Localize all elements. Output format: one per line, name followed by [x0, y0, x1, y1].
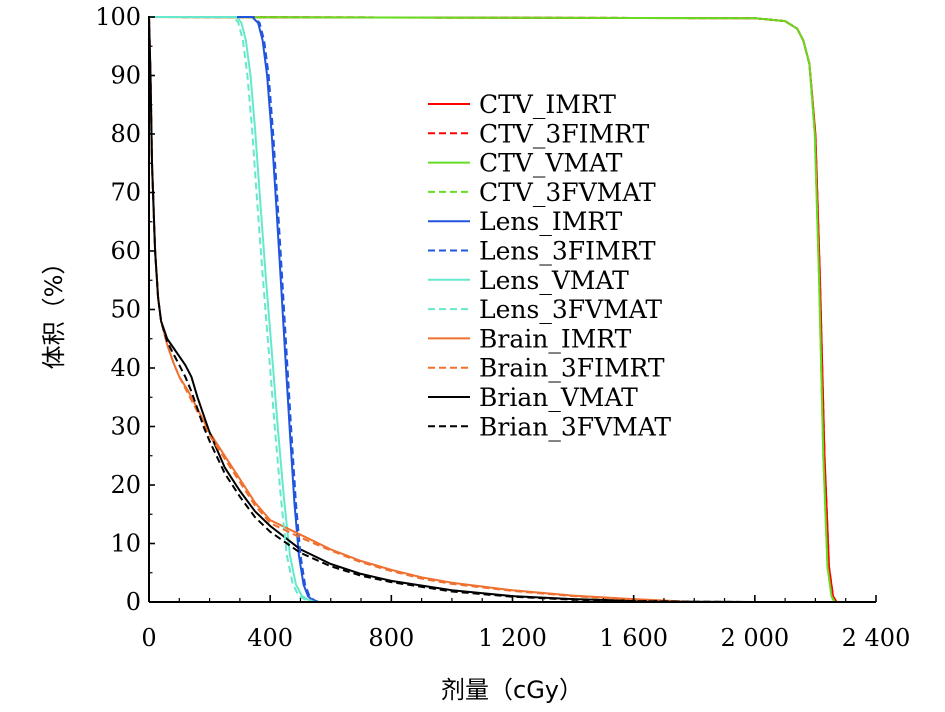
legend-label: Lens_VMAT — [479, 266, 629, 295]
y-tick-label: 90 — [110, 62, 141, 90]
y-tick-label: 50 — [110, 296, 141, 324]
legend: CTV_IMRTCTV_3FIMRTCTV_VMATCTV_3FVMATLens… — [428, 90, 671, 441]
y-axis-title: 体积（%） — [40, 251, 68, 370]
legend-item: CTV_VMAT — [428, 149, 623, 178]
legend-item: Lens_IMRT — [428, 207, 623, 236]
plot-lines — [148, 16, 838, 603]
axes: 0 10 20 30 40 50 60 70 80 90 100 0 400 800 1 200 1 600 2… — [95, 3, 910, 652]
x-tick-label: 800 — [368, 624, 414, 652]
legend-label: Brain_IMRT — [479, 324, 632, 353]
legend-label: CTV_IMRT — [479, 90, 616, 119]
legend-item: CTV_3FIMRT — [428, 119, 649, 148]
legend-label: CTV_3FVMAT — [479, 178, 656, 207]
y-tick-label: 0 — [126, 588, 141, 616]
x-tick-label: 2 400 — [842, 624, 911, 652]
series-line-Lens_VMAT — [149, 16, 319, 603]
series-line-Brian_3FVMAT — [148, 16, 755, 603]
legend-item: CTV_3FVMAT — [428, 178, 656, 207]
y-tick-label: 60 — [110, 237, 141, 265]
series-line-Lens_IMRT — [149, 16, 318, 603]
legend-label: CTV_VMAT — [479, 149, 623, 178]
y-tick-label: 20 — [110, 471, 141, 499]
legend-item: Brain_IMRT — [428, 324, 632, 353]
y-tick-label: 80 — [110, 120, 141, 148]
x-tick-label: 1 200 — [478, 624, 547, 652]
x-tick-label: 0 — [141, 624, 156, 652]
legend-item: Brain_3FIMRT — [428, 354, 665, 383]
y-tick-label: 70 — [110, 179, 141, 207]
x-tick-label: 2 000 — [720, 624, 789, 652]
legend-label: Brian_VMAT — [479, 383, 638, 412]
legend-label: Lens_IMRT — [479, 207, 623, 236]
legend-item: Lens_3FIMRT — [428, 237, 656, 266]
legend-item: Lens_3FVMAT — [428, 295, 662, 324]
y-tick-label: 10 — [110, 530, 141, 558]
legend-item: Brian_VMAT — [428, 383, 638, 412]
legend-label: Lens_3FIMRT — [479, 237, 656, 266]
legend-label: Brain_3FIMRT — [479, 354, 665, 383]
legend-item: Brian_3FVMAT — [428, 412, 671, 441]
y-tick-label: 30 — [110, 413, 141, 441]
series-line-Lens_3FIMRT — [149, 16, 319, 603]
x-tick-label: 1 600 — [599, 624, 668, 652]
x-tick-label: 400 — [247, 624, 293, 652]
y-tick-label: 100 — [95, 3, 141, 31]
x-axis-title: 剂量（cGy） — [441, 676, 583, 704]
series-line-CTV_3FVMAT — [148, 16, 836, 603]
legend-item: CTV_IMRT — [428, 90, 616, 119]
series-line-Lens_3FVMAT — [149, 16, 316, 603]
y-tick-label: 40 — [110, 354, 141, 382]
legend-label: Lens_3FVMAT — [479, 295, 662, 324]
legend-item: Lens_VMAT — [428, 266, 629, 295]
legend-label: Brian_3FVMAT — [479, 412, 671, 441]
legend-label: CTV_3FIMRT — [479, 119, 649, 148]
